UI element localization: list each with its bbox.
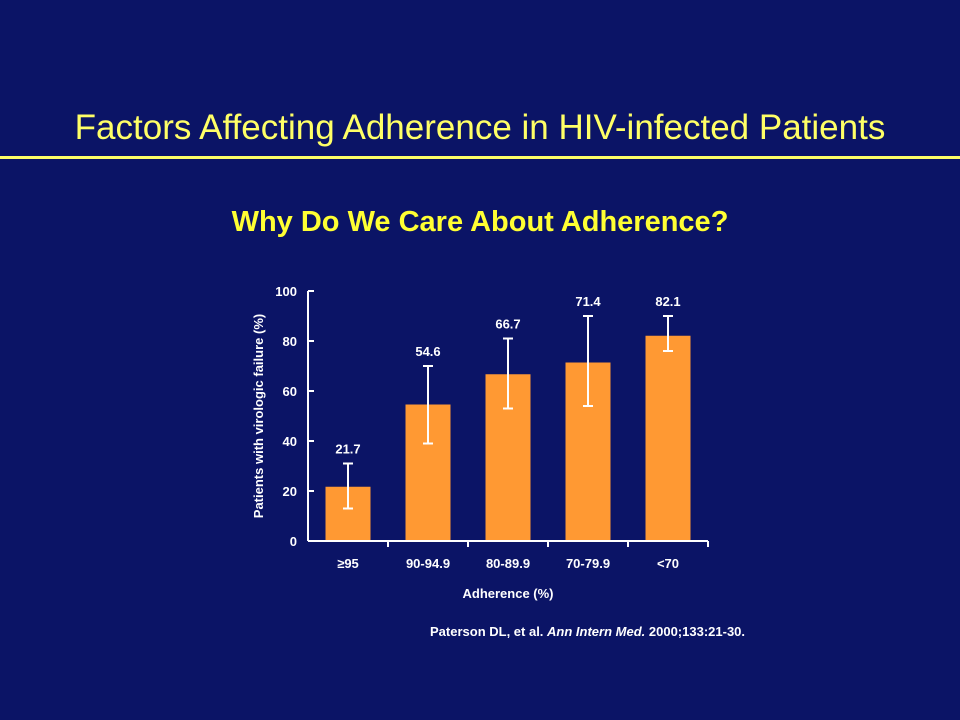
x-tick-label: ≥95 [337,556,359,571]
data-label: 54.6 [415,344,440,359]
x-axis-label: Adherence (%) [462,586,553,601]
citation-journal: Ann Intern Med. [547,624,646,639]
data-label: 71.4 [575,294,601,309]
chart-title: Why Do We Care About Adherence? [231,206,729,238]
data-label: 66.7 [495,317,520,332]
y-tick-label: 0 [290,534,297,549]
chart-plot-area: 21.7 ≥95 54.6 90-94.9 66.7 80-89.9 71.4 70-79.9… [251,284,709,601]
y-tick-label: 40 [283,434,297,449]
bar [645,335,691,541]
title-divider [0,156,960,159]
x-tick-label: 80-89.9 [486,556,530,571]
citation: Paterson DL, et al. Ann Intern Med. 2000… [430,624,745,639]
x-tick-label: 70-79.9 [566,556,610,571]
x-tick-label: <70 [657,556,679,571]
y-axis-label: Patients with virologic failure (%) [251,314,266,518]
data-label: 21.7 [335,442,360,457]
citation-details: 2000;133:21-30. [648,624,746,639]
y-tick-label: 100 [275,284,297,299]
data-label: 82.1 [655,294,680,309]
y-tick-label: 20 [283,484,297,499]
citation-authors: Paterson DL, et al. [430,624,544,639]
y-tick-label: 80 [283,334,297,349]
x-tick-label: 90-94.9 [406,556,450,571]
y-tick-label: 60 [283,384,297,399]
slide-title: Factors Affecting Adherence in HIV-infec… [74,108,886,147]
